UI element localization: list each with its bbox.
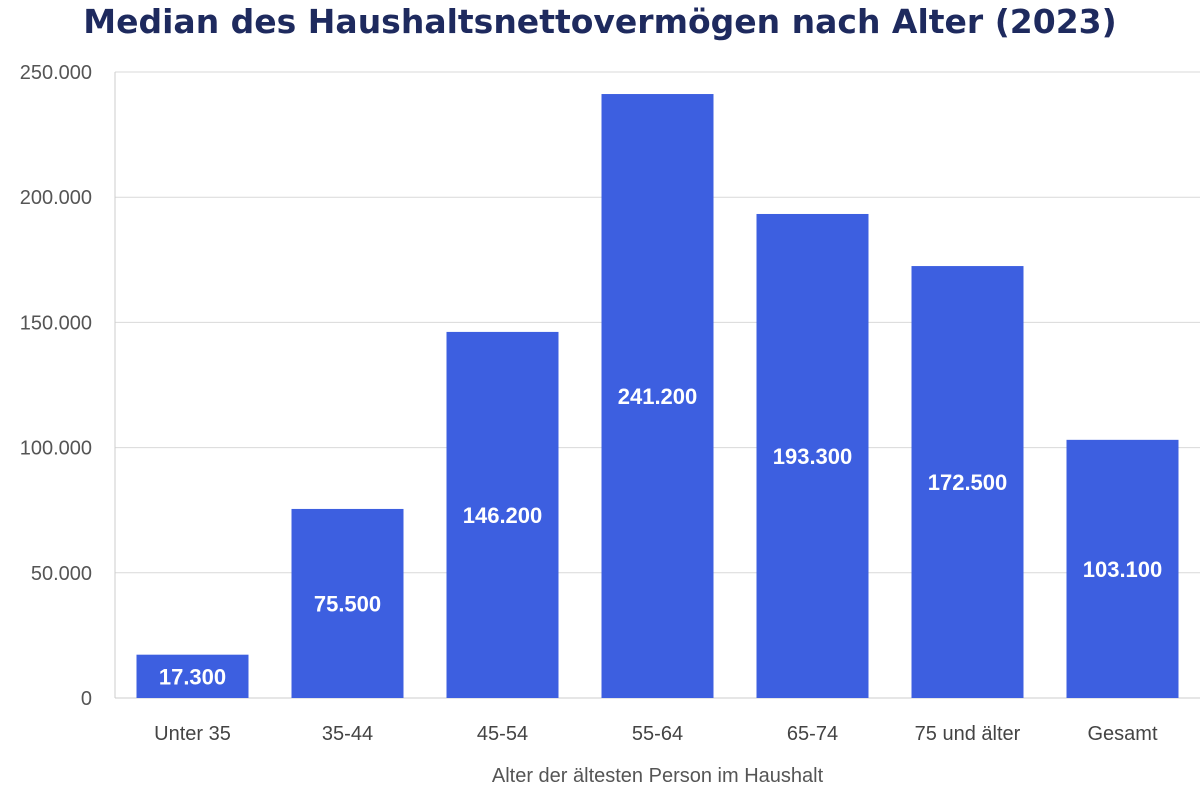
y-tick-label: 250.000 <box>20 62 92 84</box>
x-tick-label: 55-64 <box>632 723 683 745</box>
bar <box>291 508 404 698</box>
data-label: 241.200 <box>618 384 698 409</box>
y-tick-label: 0 <box>81 688 92 710</box>
x-tick-label: Unter 35 <box>154 723 231 745</box>
y-tick-label: 150.000 <box>20 312 92 334</box>
x-tick-label: 45-54 <box>477 723 528 745</box>
x-tick-label: 35-44 <box>322 723 373 745</box>
bar <box>446 331 559 698</box>
bar <box>911 266 1024 698</box>
bar <box>1066 439 1179 698</box>
data-label: 146.200 <box>463 503 543 528</box>
bar <box>756 213 869 698</box>
x-tick-label: Gesamt <box>1087 723 1157 745</box>
y-tick-label: 200.000 <box>20 187 92 209</box>
y-tick-label: 50.000 <box>31 563 92 585</box>
data-label: 75.500 <box>314 591 381 616</box>
bar <box>136 654 249 698</box>
x-tick-label: 75 und älter <box>915 723 1021 745</box>
y-tick-label: 100.000 <box>20 438 92 460</box>
x-tick-label: 65-74 <box>787 723 838 745</box>
chart-title: Median des Haushaltsnettovermögen nach A… <box>83 2 1117 41</box>
x-axis-title: Alter der ältesten Person im Haushalt <box>492 765 824 787</box>
data-label: 172.500 <box>928 470 1008 495</box>
data-label: 193.300 <box>773 444 853 469</box>
data-label: 17.300 <box>159 664 226 689</box>
data-label: 103.100 <box>1083 557 1163 582</box>
bar <box>601 94 714 698</box>
